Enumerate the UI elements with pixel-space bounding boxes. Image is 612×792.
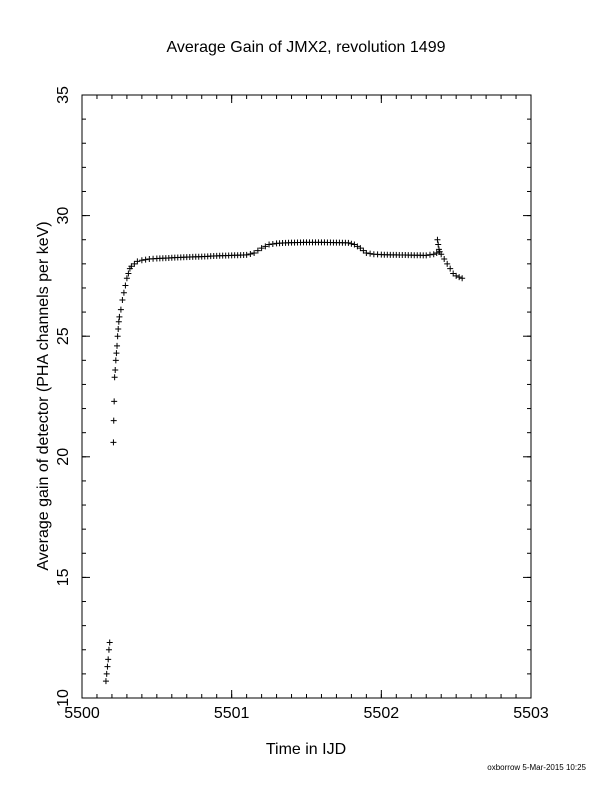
data-point-marker: [104, 663, 111, 670]
axis-ticks: [81, 94, 532, 699]
x-tick-labels: 5500 5501 5502 5503: [64, 705, 549, 722]
data-point-marker: [120, 289, 127, 296]
data-point-marker: [345, 239, 352, 246]
data-point-marker: [142, 256, 149, 263]
data-point-marker: [112, 366, 119, 373]
data-point-marker: [243, 251, 250, 258]
data-point-marker: [363, 249, 370, 256]
y-tick-label: 15: [55, 568, 72, 586]
data-point-marker: [258, 245, 265, 252]
data-point-marker: [348, 240, 355, 247]
data-point-marker: [105, 656, 112, 663]
data-point-marker: [438, 251, 445, 258]
x-tick-label: 5500: [64, 705, 100, 722]
data-point-marker: [110, 417, 117, 424]
data-point-marker: [103, 670, 110, 677]
data-point-marker: [367, 250, 374, 257]
plot-area-frame: [81, 94, 532, 699]
data-point-marker: [447, 265, 454, 272]
data-point-marker: [122, 282, 129, 289]
data-point-marker: [111, 398, 118, 405]
data-point-marker: [456, 274, 463, 281]
y-tick-label: 10: [55, 689, 72, 707]
data-points: [102, 236, 466, 685]
y-tick-label: 20: [55, 448, 72, 466]
data-point-marker: [266, 241, 273, 248]
data-point-marker: [114, 333, 121, 340]
data-point-marker: [115, 318, 122, 325]
data-point-marker: [125, 270, 132, 277]
data-point-marker: [113, 350, 120, 357]
x-tick-label: 5503: [513, 705, 549, 722]
y-tick-label: 30: [55, 207, 72, 225]
x-tick-label: 5502: [364, 705, 400, 722]
data-point-marker: [434, 236, 441, 243]
x-tick-label: 5501: [214, 705, 250, 722]
credit-text: oxborrow 5-Mar-2015 10:25: [487, 763, 586, 772]
data-point-marker: [426, 251, 433, 258]
y-tick-label: 25: [55, 327, 72, 345]
data-point-marker: [444, 260, 451, 267]
data-point-marker: [254, 247, 261, 254]
data-point-marker: [269, 240, 276, 247]
data-point-marker: [459, 275, 466, 282]
data-point-marker: [102, 678, 109, 685]
data-point-marker: [111, 374, 118, 381]
data-point-marker: [115, 325, 122, 332]
data-point-marker: [453, 272, 460, 279]
data-point-marker: [110, 439, 117, 446]
data-point-marker: [134, 258, 141, 265]
data-point-marker: [105, 646, 112, 653]
data-point-marker: [117, 306, 124, 313]
y-axis-label: Average gain of detector (PHA channels p…: [35, 221, 52, 570]
y-tick-labels: 10 15 20 25 30 35: [55, 86, 72, 707]
chart-title: Average Gain of JMX2, revolution 1499: [167, 39, 446, 56]
data-point-marker: [262, 243, 269, 250]
x-axis-label: Time in IJD: [266, 741, 346, 758]
data-point-marker: [138, 257, 145, 264]
data-point-marker: [106, 639, 113, 646]
data-point-marker: [112, 357, 119, 364]
data-point-marker: [119, 297, 126, 304]
data-point-marker: [433, 249, 440, 256]
data-point-marker: [251, 249, 258, 256]
data-point-marker: [123, 275, 130, 282]
data-point-marker: [116, 313, 123, 320]
data-point-marker: [435, 241, 442, 248]
data-point-marker: [430, 251, 437, 258]
data-point-marker: [114, 342, 121, 349]
data-point-marker: [423, 252, 430, 259]
y-tick-label: 35: [55, 86, 72, 104]
data-point-marker: [247, 250, 254, 257]
data-point-marker: [441, 256, 448, 263]
